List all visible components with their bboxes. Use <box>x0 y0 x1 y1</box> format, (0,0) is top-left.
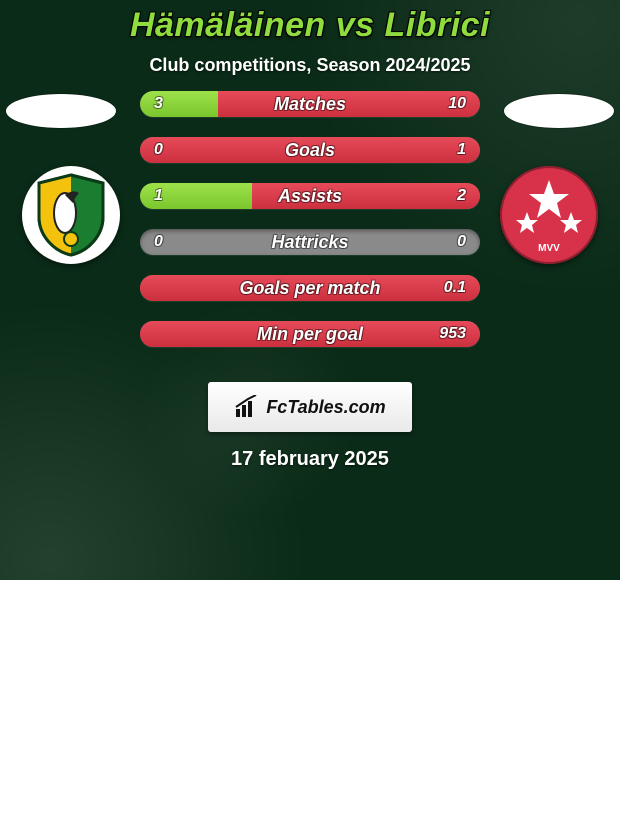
brand-chart-icon <box>234 395 260 419</box>
stat-value-left: 1 <box>154 180 163 212</box>
stat-fill-right <box>140 137 480 163</box>
brand-text: FcTables.com <box>266 397 385 418</box>
stat-row: Hattricks00 <box>110 226 510 258</box>
club-badge-left <box>22 166 120 264</box>
player-oval-right <box>504 94 614 128</box>
stat-row: Matches310 <box>110 88 510 120</box>
date-text: 17 february 2025 <box>0 448 620 471</box>
stat-track <box>140 137 480 163</box>
content-root: Hämäläinen vs Librici Club competitions,… <box>0 0 620 580</box>
comparison-arena: MVV Matches310Goals01Assists12Hattricks0… <box>0 94 620 374</box>
stat-value-right: 953 <box>439 318 466 350</box>
stat-fill-right <box>140 275 480 301</box>
stat-row: Min per goal953 <box>110 318 510 350</box>
stat-fill-right <box>140 321 480 347</box>
page-subtitle: Club competitions, Season 2024/2025 <box>0 55 620 76</box>
stat-value-right: 10 <box>448 88 466 120</box>
stat-value-right: 1 <box>457 134 466 166</box>
stat-track <box>140 321 480 347</box>
mvv-badge-icon: MVV <box>500 166 598 264</box>
svg-text:MVV: MVV <box>538 243 560 254</box>
stat-value-left: 0 <box>154 134 163 166</box>
stat-fill-right <box>218 91 480 117</box>
stat-row: Goals01 <box>110 134 510 166</box>
stat-value-left: 0 <box>154 226 163 258</box>
stat-track <box>140 229 480 255</box>
stat-fill-left <box>140 91 218 117</box>
brand-badge: FcTables.com <box>208 382 412 432</box>
stat-track <box>140 275 480 301</box>
page-title: Hämäläinen vs Librici <box>0 0 620 45</box>
stat-row: Assists12 <box>110 180 510 212</box>
stat-value-right: 2 <box>457 180 466 212</box>
player-oval-left <box>6 94 116 128</box>
stat-value-right: 0.1 <box>444 272 466 304</box>
ado-shield-icon <box>35 173 107 257</box>
stat-track <box>140 91 480 117</box>
stat-bars: Matches310Goals01Assists12Hattricks00Goa… <box>110 88 510 364</box>
club-badge-right: MVV <box>500 166 598 264</box>
stat-row: Goals per match0.1 <box>110 272 510 304</box>
stat-track <box>140 183 480 209</box>
stat-fill-right <box>252 183 480 209</box>
stat-value-left: 3 <box>154 88 163 120</box>
stat-value-right: 0 <box>457 226 466 258</box>
